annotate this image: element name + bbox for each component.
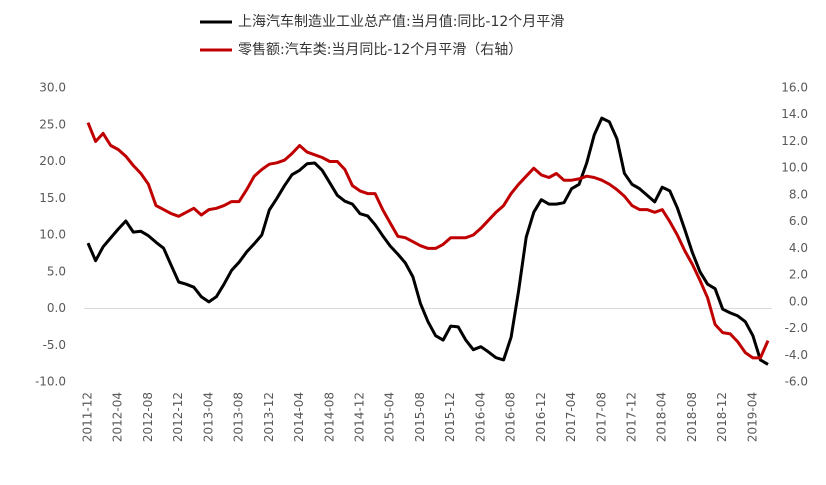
y-tick-label: 10.0 [39,228,66,242]
x-tick-label: 2016-12 [534,392,548,442]
x-tick-label: 2017-04 [564,392,578,442]
series-line [86,122,770,360]
y2-tick-label: 10.0 [781,161,808,175]
x-tick-label: 2014-12 [353,392,367,442]
y2-tick-label: 4.0 [789,241,808,255]
y2-tick-label: -2.0 [785,321,808,335]
y2-tick-label: -6.0 [785,375,808,389]
y-tick-label: 5.0 [47,264,66,278]
y-tick-label: 20.0 [39,154,66,168]
x-tick-label: 2012-08 [141,392,155,442]
y-tick-label: 0.0 [47,301,66,315]
legend-label: 零售额:汽车类:当月同比-12个月平滑（右轴） [238,41,522,58]
x-tick-label: 2011-12 [81,392,95,442]
y2-tick-label: 14.0 [781,107,808,121]
y-tick-label: 15.0 [39,191,66,205]
x-tick-label: 2012-12 [171,392,185,442]
x-tick-label: 2013-04 [201,392,215,442]
y-tick-label: -5.0 [43,338,66,352]
x-tick-label: 2014-04 [292,392,306,442]
y2-tick-label: 0.0 [789,294,808,308]
x-tick-label: 2016-04 [473,392,487,442]
legend-label: 上海汽车制造业工业总产值:当月值:同比-12个月平滑 [238,13,564,30]
y-tick-label: -10.0 [35,375,66,389]
x-tick-label: 2015-04 [383,392,397,442]
series-line [86,116,769,366]
y-tick-label: 30.0 [39,81,66,95]
x-tick-label: 2016-08 [504,392,518,442]
x-tick-label: 2018-04 [655,392,669,442]
x-tick-label: 2019-04 [745,392,759,442]
x-tick-label: 2017-08 [594,392,608,442]
y2-tick-label: 16.0 [781,81,808,95]
x-tick-label: 2013-08 [232,392,246,442]
y-tick-label: 25.0 [39,117,66,131]
x-tick-label: 2012-04 [111,392,125,442]
x-tick-label: 2018-12 [715,392,729,442]
y2-tick-label: 12.0 [781,134,808,148]
y2-tick-label: 2.0 [789,268,808,282]
x-tick-label: 2015-12 [443,392,457,442]
y2-tick-label: 8.0 [789,187,808,201]
x-tick-label: 2018-08 [685,392,699,442]
x-tick-label: 2017-12 [625,392,639,442]
y2-tick-label: -4.0 [785,348,808,362]
x-tick-label: 2013-12 [262,392,276,442]
y2-tick-label: 6.0 [789,214,808,228]
x-tick-label: 2014-08 [322,392,336,442]
x-tick-label: 2015-08 [413,392,427,442]
